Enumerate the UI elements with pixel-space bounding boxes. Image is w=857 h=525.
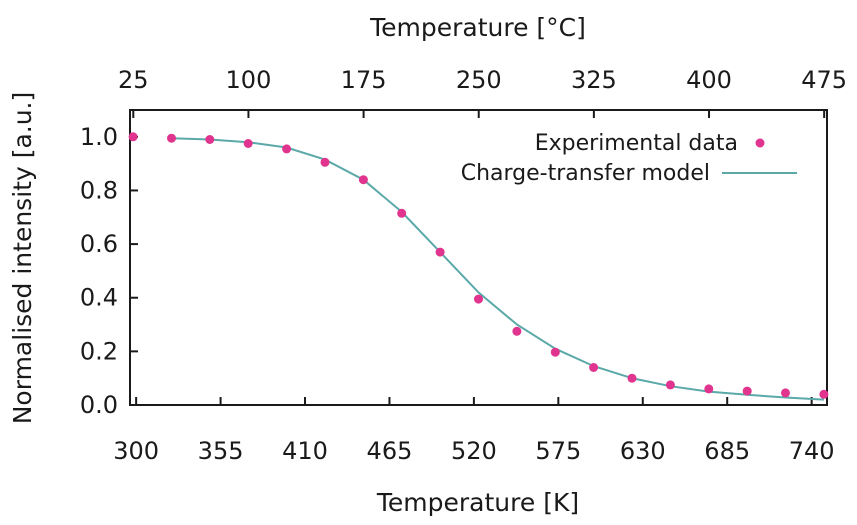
data-point (550, 347, 560, 357)
bottom-tick-label: 355 (198, 437, 244, 465)
bottom-tick-label: 630 (620, 437, 666, 465)
bottom-tick-label: 575 (535, 437, 581, 465)
left-tick-label: 0.4 (80, 284, 118, 312)
data-point (358, 175, 368, 185)
top-tick-label: 175 (341, 66, 387, 94)
left-tick-label: 0.2 (80, 337, 118, 365)
left-tick-label: 0.0 (80, 391, 118, 419)
data-point (512, 326, 522, 336)
data-point (589, 363, 599, 372)
data-point (704, 384, 714, 394)
left-axis-title: Normalised intensity [a.u.] (8, 92, 37, 425)
data-point (243, 139, 253, 148)
bottom-axis-tick-labels: 300 355 410 465 520 575 630 685 740 (113, 437, 834, 465)
data-point (282, 144, 292, 154)
left-axis-ticks (130, 135, 138, 406)
top-axis-tick-labels: 25 100 175 250 325 400 475 (118, 66, 847, 94)
top-tick-label: 475 (801, 66, 847, 94)
bottom-axis-ticks (135, 397, 813, 405)
data-point (781, 388, 790, 398)
data-point (205, 135, 215, 144)
experimental-data-points (128, 132, 829, 399)
bottom-tick-label: 685 (704, 437, 750, 465)
data-point (627, 373, 637, 383)
data-point (128, 132, 138, 142)
left-axis-tick-labels: 0.0 0.2 0.4 0.6 0.8 1.0 (80, 123, 118, 419)
top-tick-label: 25 (118, 66, 149, 94)
top-axis-ticks (132, 110, 826, 118)
left-tick-label: 1.0 (80, 123, 118, 151)
bottom-tick-label: 300 (113, 437, 159, 465)
bottom-tick-label: 740 (789, 437, 835, 465)
data-point (742, 386, 752, 396)
data-point (167, 133, 176, 143)
top-axis-title: Temperature [°C] (369, 13, 586, 42)
top-tick-label: 400 (686, 66, 732, 94)
bottom-tick-label: 465 (367, 437, 413, 465)
model-series-line (171, 137, 824, 401)
data-point (819, 389, 829, 399)
left-tick-label: 0.8 (80, 176, 118, 204)
data-point (665, 380, 675, 390)
top-tick-label: 100 (226, 66, 272, 94)
bottom-tick-label: 520 (451, 437, 497, 465)
data-point (474, 294, 483, 304)
legend: Experimental data Charge-transfer model (461, 131, 797, 186)
data-point (397, 208, 407, 218)
top-tick-label: 325 (571, 66, 617, 94)
legend-marker-experimental (755, 138, 765, 148)
legend-label-experimental: Experimental data (535, 131, 738, 156)
top-tick-label: 250 (456, 66, 502, 94)
data-point (435, 247, 445, 257)
data-point (320, 157, 330, 167)
bottom-tick-label: 410 (282, 437, 328, 465)
bottom-axis-title: Temperature [K] (376, 488, 579, 517)
legend-label-model: Charge-transfer model (461, 161, 710, 186)
left-tick-label: 0.6 (80, 230, 118, 258)
